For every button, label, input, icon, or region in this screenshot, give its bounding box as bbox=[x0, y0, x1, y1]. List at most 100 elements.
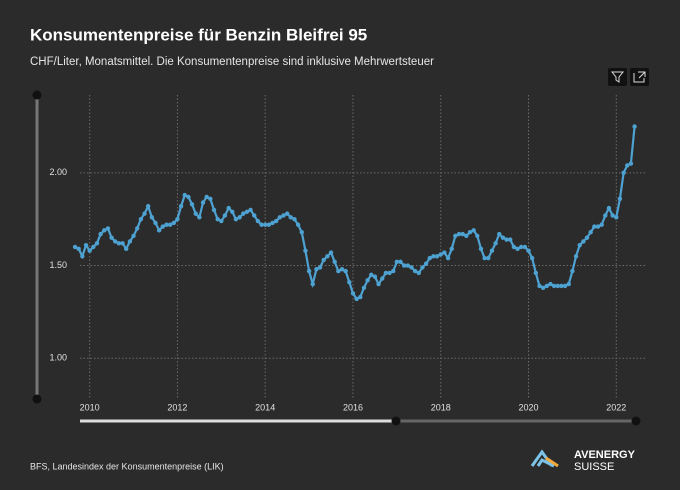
data-point bbox=[354, 296, 359, 302]
data-point bbox=[559, 283, 564, 289]
data-point bbox=[149, 215, 155, 220]
data-point bbox=[401, 263, 407, 268]
data-point bbox=[248, 207, 253, 213]
data-point bbox=[376, 281, 381, 287]
data-point bbox=[222, 213, 228, 218]
data-point bbox=[478, 246, 484, 252]
data-point bbox=[102, 228, 107, 233]
data-point bbox=[270, 220, 275, 226]
data-point bbox=[142, 211, 147, 216]
data-point bbox=[405, 263, 411, 268]
data-point bbox=[263, 222, 268, 227]
data-point bbox=[416, 270, 421, 276]
data-point bbox=[98, 231, 103, 237]
data-point bbox=[321, 257, 326, 263]
data-point bbox=[497, 231, 502, 237]
data-point bbox=[361, 285, 367, 290]
data-point bbox=[522, 244, 528, 250]
data-point bbox=[230, 209, 235, 214]
x-tick-label: 2022 bbox=[606, 402, 626, 412]
data-point bbox=[621, 170, 626, 176]
chart-title: Konsumentenpreise für Benzin Bleifrei 95 bbox=[30, 25, 367, 44]
data-point bbox=[113, 239, 118, 244]
data-point bbox=[526, 248, 531, 253]
data-point bbox=[87, 248, 92, 253]
data-point bbox=[241, 211, 246, 216]
data-point bbox=[570, 268, 575, 274]
data-point bbox=[398, 259, 403, 265]
chart-subtitle: CHF/Liter, Monatsmittel. Die Konsumenten… bbox=[30, 56, 434, 68]
data-point bbox=[438, 252, 443, 257]
data-point bbox=[632, 124, 637, 129]
data-point bbox=[197, 215, 202, 220]
data-point bbox=[511, 244, 517, 250]
data-point bbox=[592, 224, 597, 229]
data-point bbox=[303, 248, 308, 253]
x-range-slider[interactable] bbox=[80, 416, 641, 426]
data-point bbox=[518, 244, 524, 250]
data-point bbox=[369, 272, 374, 278]
x-tick-label: 2012 bbox=[167, 402, 187, 412]
data-point bbox=[551, 283, 557, 289]
data-point bbox=[449, 246, 454, 252]
data-point bbox=[292, 216, 297, 222]
data-point bbox=[489, 248, 495, 253]
data-point bbox=[548, 281, 553, 287]
data-point bbox=[273, 218, 279, 224]
data-point bbox=[610, 213, 615, 218]
data-point bbox=[339, 267, 345, 272]
source: BFS, Landesindex der Konsumentenpreise (… bbox=[30, 461, 224, 471]
data-point bbox=[460, 231, 465, 237]
data-point bbox=[94, 241, 100, 246]
data-point bbox=[171, 220, 176, 226]
data-point bbox=[120, 241, 125, 246]
data-point bbox=[555, 283, 560, 289]
data-point bbox=[178, 204, 184, 209]
y-range-slider[interactable] bbox=[32, 90, 42, 404]
data-point bbox=[453, 233, 458, 239]
data-point bbox=[603, 213, 608, 218]
data-point bbox=[314, 267, 319, 272]
data-point bbox=[566, 281, 571, 287]
data-point bbox=[537, 283, 542, 289]
data-point bbox=[467, 229, 473, 235]
data-point bbox=[145, 204, 151, 209]
data-point bbox=[508, 237, 513, 242]
data-point bbox=[529, 255, 535, 261]
data-point bbox=[456, 231, 462, 237]
data-point bbox=[365, 278, 370, 283]
data-point bbox=[138, 216, 144, 222]
expand-button[interactable] bbox=[630, 68, 649, 86]
data-point bbox=[200, 200, 206, 205]
data-point bbox=[412, 268, 418, 274]
filter-button[interactable] bbox=[608, 68, 627, 86]
data-point bbox=[486, 255, 491, 261]
data-point bbox=[91, 244, 96, 250]
data-point bbox=[394, 259, 400, 265]
data-point bbox=[515, 246, 520, 252]
data-point bbox=[160, 224, 166, 229]
data-point bbox=[80, 254, 85, 259]
data-point bbox=[317, 265, 323, 270]
plot-area: 1.00 1.50 2.00 2010 2012 2014 2016 2018 2020 2022 bbox=[49, 95, 647, 412]
data-point bbox=[533, 270, 539, 276]
data-point bbox=[464, 233, 469, 239]
data-point bbox=[350, 291, 356, 296]
data-point bbox=[116, 241, 122, 246]
x-tick-label: 2018 bbox=[431, 402, 451, 412]
data-point bbox=[423, 261, 429, 266]
data-point bbox=[625, 163, 630, 168]
data-point bbox=[325, 254, 330, 259]
data-point bbox=[434, 254, 440, 259]
logo-text: AVENERGY bbox=[574, 449, 636, 461]
y-tick-label: 1.00 bbox=[49, 353, 67, 363]
data-point bbox=[581, 239, 586, 244]
data-point bbox=[347, 280, 352, 285]
data-point bbox=[167, 222, 173, 227]
data-point bbox=[156, 228, 162, 233]
data-point bbox=[336, 268, 341, 274]
data-point bbox=[189, 202, 195, 207]
data-point bbox=[409, 265, 414, 270]
data-point bbox=[134, 226, 140, 231]
data-point bbox=[237, 215, 242, 220]
